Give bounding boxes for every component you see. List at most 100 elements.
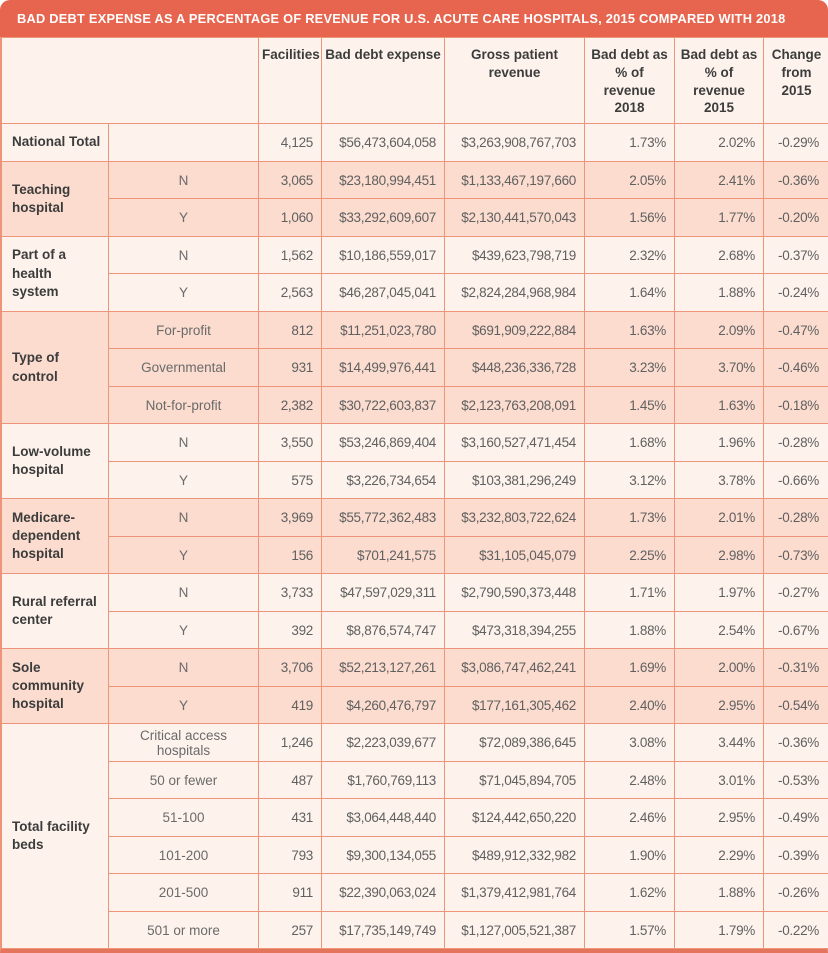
change-value: -0.18% (764, 386, 828, 424)
sub-label-cell: 501 or more (109, 911, 259, 949)
table-wrap: Facilities Bad debt expense Gross patien… (0, 37, 828, 953)
sub-label-cell: N (109, 424, 259, 462)
change-value: -0.28% (764, 424, 828, 462)
bad-debt-expense-value: $9,300,134,055 (322, 836, 445, 874)
pct-2015-value: 1.79% (675, 911, 764, 949)
facilities-value: 3,550 (259, 424, 322, 462)
pct-2018-value: 1.90% (585, 836, 675, 874)
pct-2015-value: 1.88% (675, 274, 764, 312)
sub-label-cell: 101-200 (109, 836, 259, 874)
change-value: -0.49% (764, 799, 828, 837)
pct-2015-value: 2.09% (675, 311, 764, 349)
row-group-label: Rural referral center (2, 574, 109, 649)
pct-2018-value: 1.71% (585, 574, 675, 612)
gross-patient-revenue-value: $1,127,005,521,387 (445, 911, 585, 949)
bad-debt-expense-value: $4,260,476,797 (322, 686, 445, 724)
pct-2018-value: 3.23% (585, 349, 675, 387)
bad-debt-expense-value: $30,722,603,837 (322, 386, 445, 424)
pct-2015-value: 2.54% (675, 611, 764, 649)
change-value: -0.66% (764, 461, 828, 499)
header-empty-cell (2, 38, 259, 124)
data-table: Facilities Bad debt expense Gross patien… (1, 37, 828, 949)
pct-2018-value: 2.48% (585, 761, 675, 799)
facilities-value: 2,563 (259, 274, 322, 312)
gross-patient-revenue-value: $124,442,650,220 (445, 799, 585, 837)
row-group-label: Sole community hospital (2, 649, 109, 724)
header-row: Facilities Bad debt expense Gross patien… (2, 38, 828, 124)
sub-label-cell: Governmental (109, 349, 259, 387)
sub-label-cell: 201-500 (109, 874, 259, 912)
sub-label-cell: N (109, 649, 259, 687)
facilities-value: 3,733 (259, 574, 322, 612)
pct-2018-value: 2.05% (585, 161, 675, 199)
bad-debt-expense-value: $47,597,029,311 (322, 574, 445, 612)
col-header-pct-2018: Bad debt as % of revenue 2018 (585, 38, 675, 124)
facilities-value: 1,060 (259, 199, 322, 237)
bad-debt-expense-value: $3,226,734,654 (322, 461, 445, 499)
bad-debt-expense-value: $22,390,063,024 (322, 874, 445, 912)
facilities-value: 3,706 (259, 649, 322, 687)
pct-2015-value: 2.29% (675, 836, 764, 874)
pct-2015-value: 2.02% (675, 124, 764, 162)
pct-2015-value: 1.88% (675, 874, 764, 912)
facilities-value: 3,969 (259, 499, 322, 537)
pct-2015-value: 2.01% (675, 499, 764, 537)
sub-label-cell: Not-for-profit (109, 386, 259, 424)
pct-2018-value: 1.73% (585, 499, 675, 537)
change-value: -0.20% (764, 199, 828, 237)
pct-2015-value: 1.96% (675, 424, 764, 462)
change-value: -0.29% (764, 124, 828, 162)
pct-2015-value: 1.77% (675, 199, 764, 237)
gross-patient-revenue-value: $448,236,336,728 (445, 349, 585, 387)
pct-2018-value: 1.69% (585, 649, 675, 687)
bad-debt-expense-value: $8,876,574,747 (322, 611, 445, 649)
facilities-value: 487 (259, 761, 322, 799)
gross-patient-revenue-value: $177,161,305,462 (445, 686, 585, 724)
pct-2015-value: 3.78% (675, 461, 764, 499)
gross-patient-revenue-value: $103,381,296,249 (445, 461, 585, 499)
col-header-change: Change from 2015 (764, 38, 828, 124)
sub-label-cell: Y (109, 536, 259, 574)
gross-patient-revenue-value: $1,133,467,197,660 (445, 161, 585, 199)
pct-2018-value: 2.40% (585, 686, 675, 724)
table-title: BAD DEBT EXPENSE AS A PERCENTAGE OF REVE… (0, 0, 828, 37)
change-value: -0.37% (764, 236, 828, 274)
sub-label-cell: Y (109, 611, 259, 649)
row-group-label: Total facility beds (2, 724, 109, 949)
gross-patient-revenue-value: $473,318,394,255 (445, 611, 585, 649)
change-value: -0.53% (764, 761, 828, 799)
bad-debt-expense-value: $11,251,023,780 (322, 311, 445, 349)
facilities-value: 793 (259, 836, 322, 874)
row-group-label: Type of control (2, 311, 109, 424)
col-header-facilities: Facilities (259, 38, 322, 124)
gross-patient-revenue-value: $31,105,045,079 (445, 536, 585, 574)
row-group-label: Medicare-dependent hospital (2, 499, 109, 574)
change-value: -0.67% (764, 611, 828, 649)
col-header-pct-2015: Bad debt as % of revenue 2015 (675, 38, 764, 124)
gross-patient-revenue-value: $489,912,332,982 (445, 836, 585, 874)
sub-label-cell: For-profit (109, 311, 259, 349)
change-value: -0.28% (764, 499, 828, 537)
gross-patient-revenue-value: $1,379,412,981,764 (445, 874, 585, 912)
row-group-label: Low-volume hospital (2, 424, 109, 499)
pct-2018-value: 2.25% (585, 536, 675, 574)
pct-2015-value: 2.41% (675, 161, 764, 199)
change-value: -0.31% (764, 649, 828, 687)
pct-2018-value: 3.12% (585, 461, 675, 499)
facilities-value: 1,562 (259, 236, 322, 274)
facilities-value: 3,065 (259, 161, 322, 199)
row-group-label: Teaching hospital (2, 161, 109, 236)
gross-patient-revenue-value: $2,824,284,968,984 (445, 274, 585, 312)
pct-2018-value: 1.88% (585, 611, 675, 649)
gross-patient-revenue-value: $691,909,222,884 (445, 311, 585, 349)
facilities-value: 431 (259, 799, 322, 837)
